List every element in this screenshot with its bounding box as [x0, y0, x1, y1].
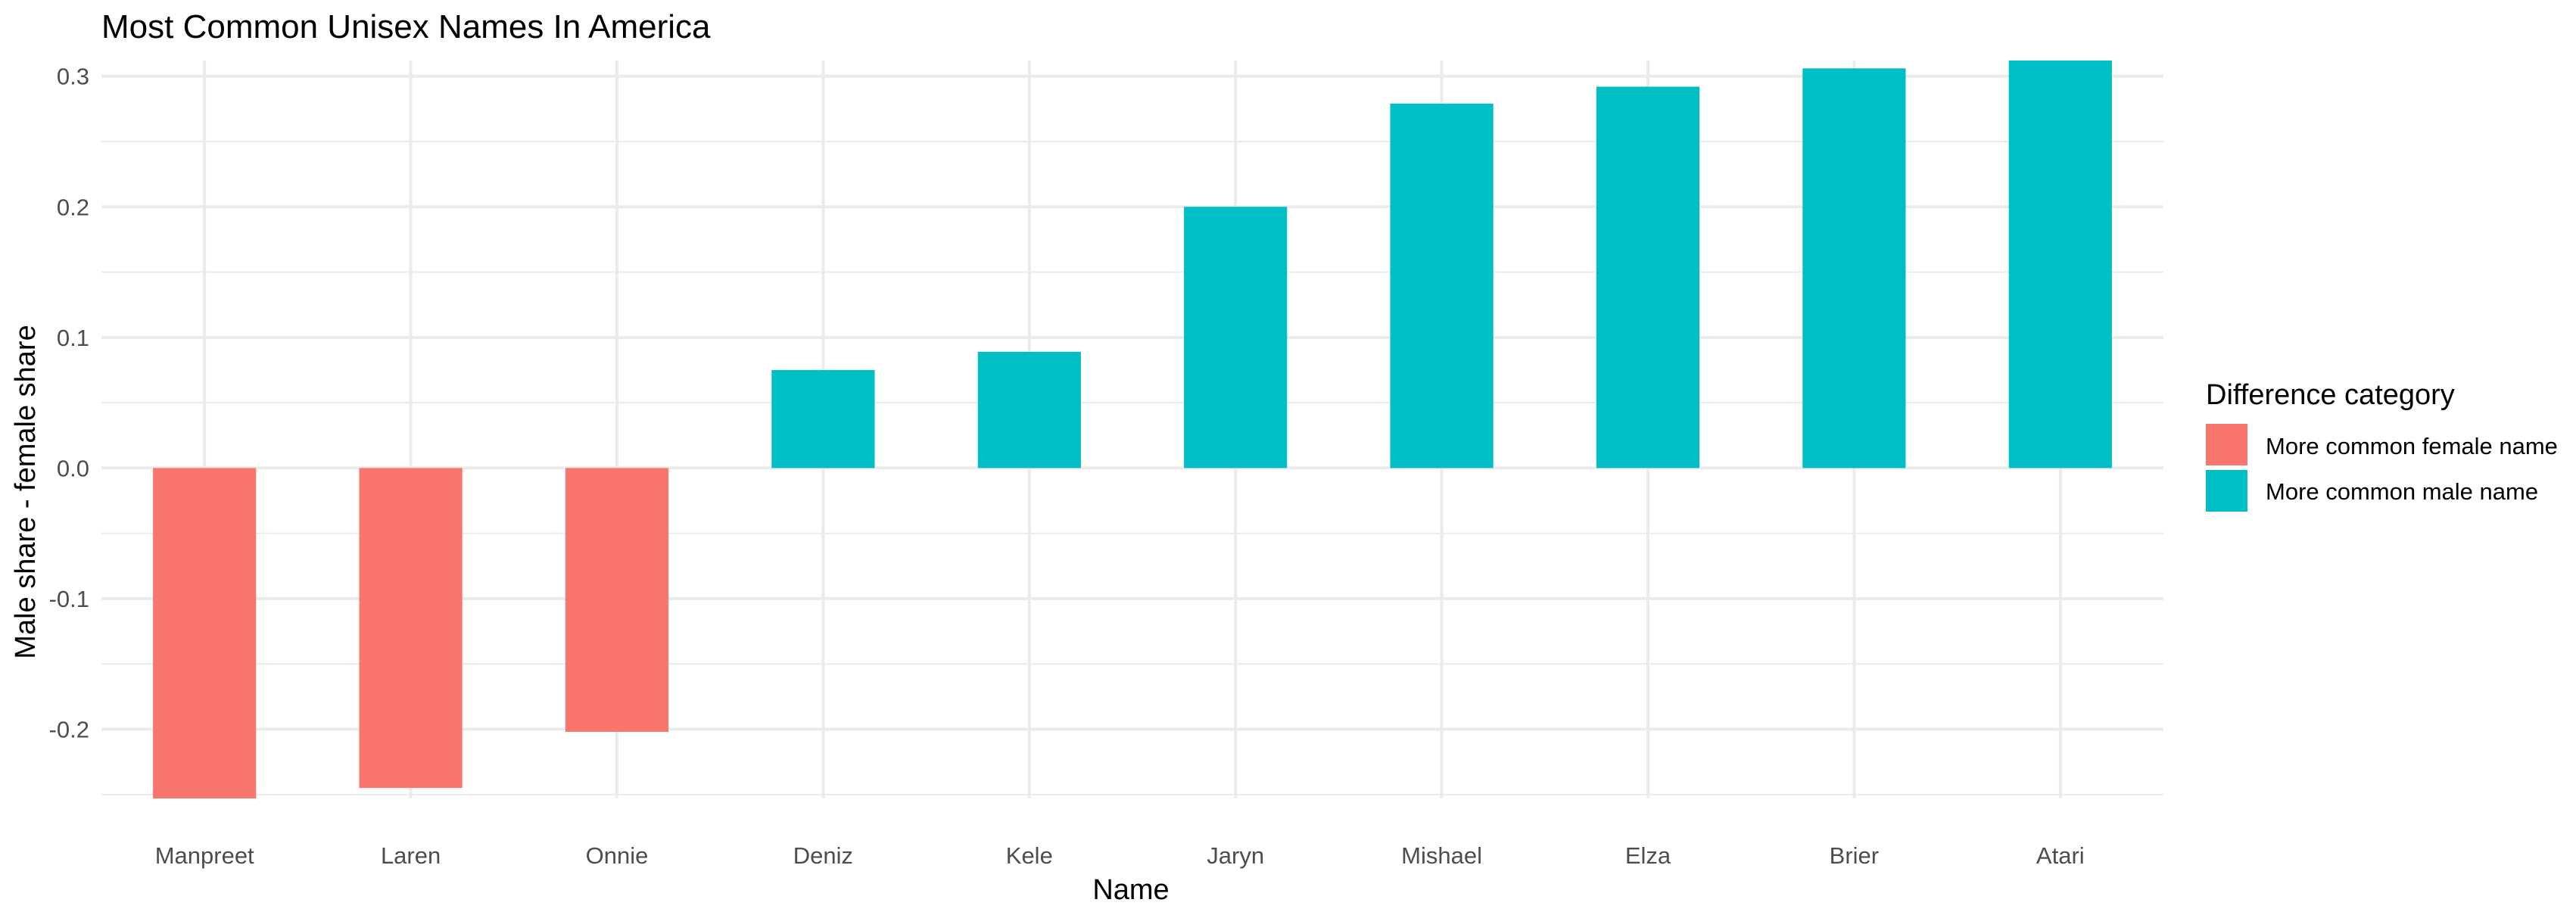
legend: Difference category More common female n… [2206, 379, 2558, 512]
bar-brier [1802, 68, 1906, 468]
bar-jaryn [1184, 207, 1288, 468]
y-axis-title: Male share - female share [10, 325, 42, 658]
x-tick-label: Kele [1006, 842, 1053, 869]
bar-manpreet [153, 468, 257, 798]
x-axis-title: Name [1092, 874, 1169, 906]
y-tick-label: 0.1 [57, 325, 89, 351]
bar-deniz [771, 369, 875, 468]
bar-mishael [1390, 103, 1494, 468]
x-tick-labels: Manpreet Laren Onnie Deniz Kele Jaryn Mishael E… [155, 842, 2085, 869]
x-tick-label: Elza [1625, 842, 1671, 869]
y-tick-labels: -0.2 -0.1 0.0 0.1 0.2 0.3 [49, 64, 89, 743]
bars-layer [153, 61, 2112, 798]
y-tick-label: 0.3 [57, 64, 89, 90]
x-tick-label: Laren [381, 842, 441, 869]
chart-title: Most Common Unisex Names In America [101, 8, 711, 45]
legend-label-male: More common male name [2266, 478, 2538, 505]
bar-laren [359, 468, 463, 789]
y-tick-label: -0.2 [49, 717, 89, 743]
bar-elza [1596, 86, 1700, 468]
legend-swatch-female [2206, 424, 2247, 465]
x-tick-label: Manpreet [155, 842, 254, 869]
legend-label-female: More common female name [2266, 433, 2558, 459]
x-tick-label: Jaryn [1207, 842, 1264, 869]
legend-title: Difference category [2206, 379, 2455, 411]
y-tick-label: 0.2 [57, 194, 89, 220]
x-tick-label: Brier [1830, 842, 1879, 869]
bar-atari [2008, 61, 2112, 468]
legend-swatch-male [2206, 470, 2247, 512]
x-tick-label: Atari [2036, 842, 2085, 869]
x-tick-label: Onnie [586, 842, 649, 869]
x-tick-label: Deniz [793, 842, 853, 869]
x-tick-label: Mishael [1401, 842, 1482, 869]
bar-onnie [565, 468, 669, 732]
y-tick-label: 0.0 [57, 455, 89, 481]
bar-kele [977, 351, 1081, 468]
y-tick-label: -0.1 [49, 586, 89, 612]
